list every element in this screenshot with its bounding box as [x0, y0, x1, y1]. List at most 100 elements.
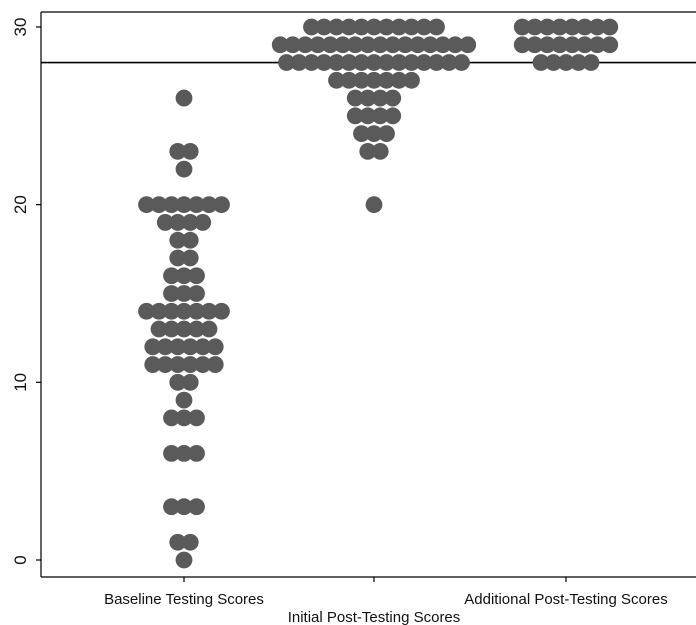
data-point — [175, 445, 193, 462]
data-point — [340, 71, 358, 89]
data-point — [169, 231, 187, 249]
data-point — [563, 36, 581, 54]
data-point — [440, 54, 458, 71]
data-point — [156, 356, 174, 373]
data-point — [181, 533, 199, 551]
data-point — [144, 338, 162, 356]
data-point — [144, 356, 162, 373]
data-point — [359, 36, 377, 54]
data-point — [175, 320, 193, 338]
data-point — [156, 214, 174, 231]
data-point — [169, 249, 187, 267]
data-point — [384, 36, 402, 54]
data-point — [163, 285, 180, 302]
data-point — [188, 196, 205, 214]
data-point — [359, 142, 377, 160]
data-point — [309, 36, 327, 54]
data-point — [353, 18, 370, 36]
data-point — [213, 196, 230, 214]
x-category-label: Baseline Testing Scores — [104, 591, 264, 608]
data-point — [340, 18, 358, 36]
data-point — [194, 356, 212, 373]
data-point — [334, 36, 352, 54]
data-point — [378, 71, 395, 89]
data-point — [346, 107, 364, 125]
data-point — [353, 54, 370, 71]
data-point — [340, 54, 358, 71]
data-point — [415, 18, 433, 36]
data-point — [278, 54, 295, 71]
y-tick-label: 30 — [11, 18, 30, 37]
data-point — [353, 125, 370, 142]
data-point — [303, 18, 320, 36]
data-point — [588, 18, 606, 36]
data-point — [163, 409, 180, 427]
data-point — [601, 36, 619, 54]
data-point — [570, 54, 587, 71]
data-point — [328, 71, 345, 89]
data-point — [181, 231, 199, 249]
data-point — [384, 107, 402, 125]
data-point — [188, 498, 205, 516]
data-point — [576, 36, 594, 54]
data-point — [428, 54, 445, 71]
data-point — [303, 54, 320, 71]
data-point — [138, 302, 155, 320]
data-point — [188, 320, 205, 338]
data-point — [446, 36, 464, 54]
data-point — [163, 267, 180, 285]
data-point — [290, 54, 308, 71]
data-point — [150, 196, 168, 214]
data-point — [359, 107, 377, 125]
data-point — [169, 142, 187, 160]
data-point — [163, 320, 180, 338]
data-point — [271, 36, 289, 54]
data-point — [188, 285, 205, 302]
data-point — [557, 54, 575, 71]
data-point — [588, 36, 606, 54]
data-point — [396, 36, 414, 54]
data-point — [378, 125, 395, 142]
data-point — [582, 54, 600, 71]
data-point — [551, 18, 569, 36]
data-point — [194, 338, 212, 356]
data-point — [545, 54, 562, 71]
data-point — [538, 36, 556, 54]
data-point — [328, 54, 345, 71]
data-point — [181, 249, 199, 267]
data-point — [175, 196, 193, 214]
data-point — [346, 89, 364, 107]
x-category-label: Initial Post-Testing Scores — [288, 609, 461, 625]
data-point — [181, 373, 199, 391]
data-point — [601, 18, 619, 36]
data-point — [163, 498, 180, 516]
data-point — [403, 71, 420, 89]
data-point — [206, 356, 224, 373]
data-point — [321, 36, 339, 54]
data-point — [181, 214, 199, 231]
data-point — [459, 36, 477, 54]
data-point — [365, 71, 383, 89]
data-point — [365, 54, 383, 71]
data-point — [576, 18, 594, 36]
data-point — [538, 18, 556, 36]
data-point — [371, 142, 389, 160]
data-point — [328, 18, 345, 36]
data-point — [150, 320, 168, 338]
data-point — [526, 18, 544, 36]
data-point — [150, 302, 168, 320]
data-point — [169, 214, 187, 231]
data-points — [138, 18, 619, 569]
data-point — [200, 196, 218, 214]
data-point — [188, 302, 205, 320]
data-point — [188, 409, 205, 427]
data-point — [415, 54, 433, 71]
data-point — [365, 125, 383, 142]
data-point — [346, 36, 364, 54]
data-point — [175, 285, 193, 302]
data-point — [175, 267, 193, 285]
data-point — [371, 89, 389, 107]
data-point — [163, 302, 180, 320]
data-point — [169, 533, 187, 551]
data-point — [453, 54, 470, 71]
